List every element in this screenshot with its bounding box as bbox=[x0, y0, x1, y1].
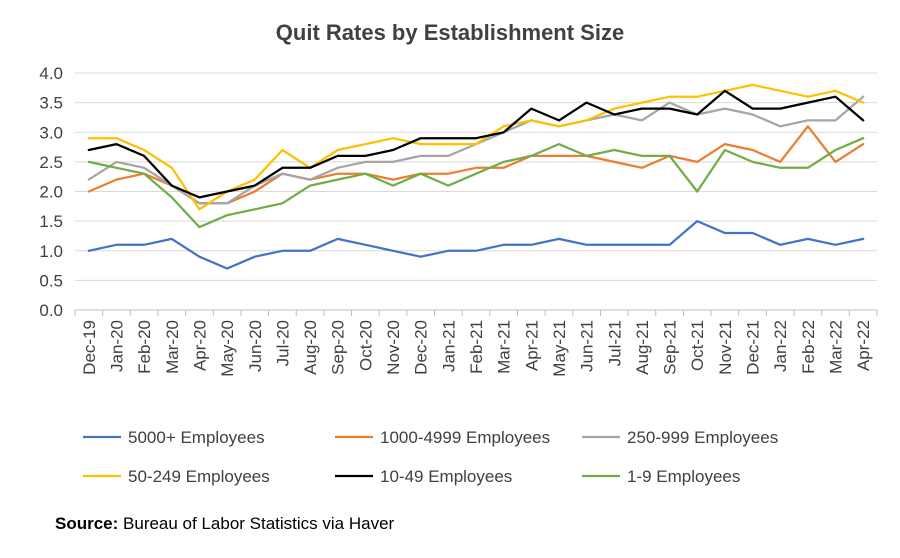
legend-label: 1-9 Employees bbox=[627, 467, 740, 486]
y-tick-label: 1.0 bbox=[39, 242, 63, 261]
x-tick-label: Nov-20 bbox=[384, 320, 403, 375]
source-text: Bureau of Labor Statistics via Haver bbox=[118, 514, 395, 533]
x-tick-label: May-21 bbox=[550, 320, 569, 377]
x-tick-label: Mar-22 bbox=[827, 320, 846, 374]
legend-label: 1000-4999 Employees bbox=[380, 428, 550, 447]
x-tick-label: Nov-21 bbox=[716, 320, 735, 375]
x-tick-label: Oct-21 bbox=[688, 320, 707, 371]
series-lines bbox=[87, 83, 865, 270]
x-tick-label: Sep-20 bbox=[329, 320, 348, 375]
x-tick-label: Dec-19 bbox=[80, 320, 99, 375]
y-tick-label: 3.0 bbox=[39, 123, 63, 142]
y-tick-label: 3.5 bbox=[39, 94, 63, 113]
x-tick-label: Feb-20 bbox=[135, 320, 154, 374]
x-tick-label: Dec-20 bbox=[412, 320, 431, 375]
x-tick-label: Apr-22 bbox=[854, 320, 873, 371]
series-line-1 bbox=[87, 219, 865, 270]
x-tick-label: Jan-22 bbox=[771, 320, 790, 372]
series-line-6 bbox=[87, 137, 865, 229]
x-tick-label: Apr-21 bbox=[522, 320, 541, 371]
x-tick-label: Dec-21 bbox=[744, 320, 763, 375]
x-tick-label: Apr-20 bbox=[190, 320, 209, 371]
legend-label: 250-999 Employees bbox=[627, 428, 778, 447]
x-tick-label: Feb-21 bbox=[467, 320, 486, 374]
x-tick-label: Jul-21 bbox=[605, 320, 624, 366]
series-line-5 bbox=[87, 89, 865, 199]
y-tick-label: 4.0 bbox=[39, 64, 63, 83]
x-tick-label: Jun-21 bbox=[578, 320, 597, 372]
x-tick-label: Mar-20 bbox=[163, 320, 182, 374]
x-tick-label: Oct-20 bbox=[356, 320, 375, 371]
x-tick-label: Jun-20 bbox=[246, 320, 265, 372]
source-label: Source: bbox=[55, 514, 119, 533]
x-tick-label: Jan-20 bbox=[107, 320, 126, 372]
source-note: Source: Bureau of Labor Statistics via H… bbox=[55, 514, 394, 534]
x-tick-label: Feb-22 bbox=[799, 320, 818, 374]
chart-title: Quit Rates by Establishment Size bbox=[275, 20, 625, 45]
series-line-4 bbox=[87, 83, 865, 211]
x-tick-label: Sep-21 bbox=[661, 320, 680, 375]
x-tick-label: Mar-21 bbox=[495, 320, 514, 374]
legend-label: 50-249 Employees bbox=[128, 467, 270, 486]
x-tick-label: Aug-21 bbox=[633, 320, 652, 375]
y-tick-label: 0.5 bbox=[39, 271, 63, 290]
legend: 5000+ Employees 1000-4999 Employees 250-99… bbox=[83, 428, 778, 486]
x-tick-label: May-20 bbox=[218, 320, 237, 377]
y-tick-label: 1.5 bbox=[39, 212, 63, 231]
axes: 0.0 0.5 1.0 1.5 2.0 2.5 3.0 3.5 4.0 Dec-19 Jan-20 F… bbox=[39, 64, 878, 377]
x-tick-label: Aug-20 bbox=[301, 320, 320, 375]
x-tick-label: Jan-21 bbox=[439, 320, 458, 372]
legend-label: 10-49 Employees bbox=[380, 467, 512, 486]
y-tick-label: 0.0 bbox=[39, 301, 63, 320]
y-tick-label: 2.5 bbox=[39, 153, 63, 172]
y-tick-label: 2.0 bbox=[39, 183, 63, 202]
series-line-3 bbox=[87, 95, 865, 205]
legend-label: 5000+ Employees bbox=[128, 428, 265, 447]
x-tick-label: Jul-20 bbox=[273, 320, 292, 366]
